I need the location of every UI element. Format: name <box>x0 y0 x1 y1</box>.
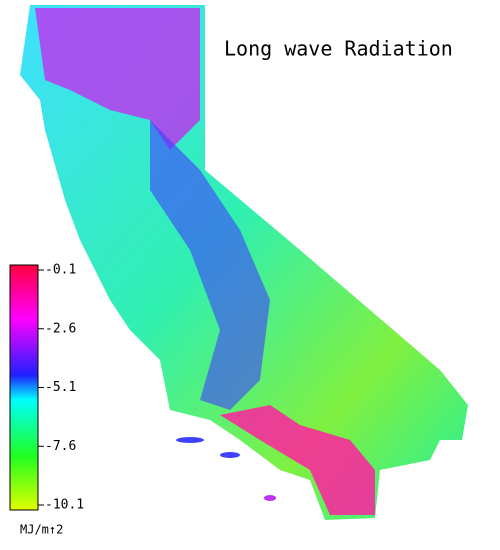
scale-unit: MJ/m↑2 <box>20 523 63 537</box>
scale-tick-label: -5.1 <box>45 380 76 395</box>
scale-tick-label: -7.6 <box>45 439 76 454</box>
island <box>264 495 276 501</box>
scale-tick-label: -10.1 <box>45 498 84 513</box>
color-scale <box>9 264 39 511</box>
map-title: Long wave Radiation <box>224 37 453 61</box>
scale-tick-label: -2.6 <box>45 321 76 336</box>
north-mountains <box>35 8 200 150</box>
sierra-ridge <box>150 120 270 410</box>
scale-ticks: -0.1 -2.6 -5.1 -7.6 -10.1 <box>38 263 84 513</box>
south-mountains <box>220 405 375 515</box>
island <box>220 452 240 458</box>
island <box>176 437 204 443</box>
scale-tick-label: -0.1 <box>45 263 76 278</box>
california-map <box>20 5 468 520</box>
